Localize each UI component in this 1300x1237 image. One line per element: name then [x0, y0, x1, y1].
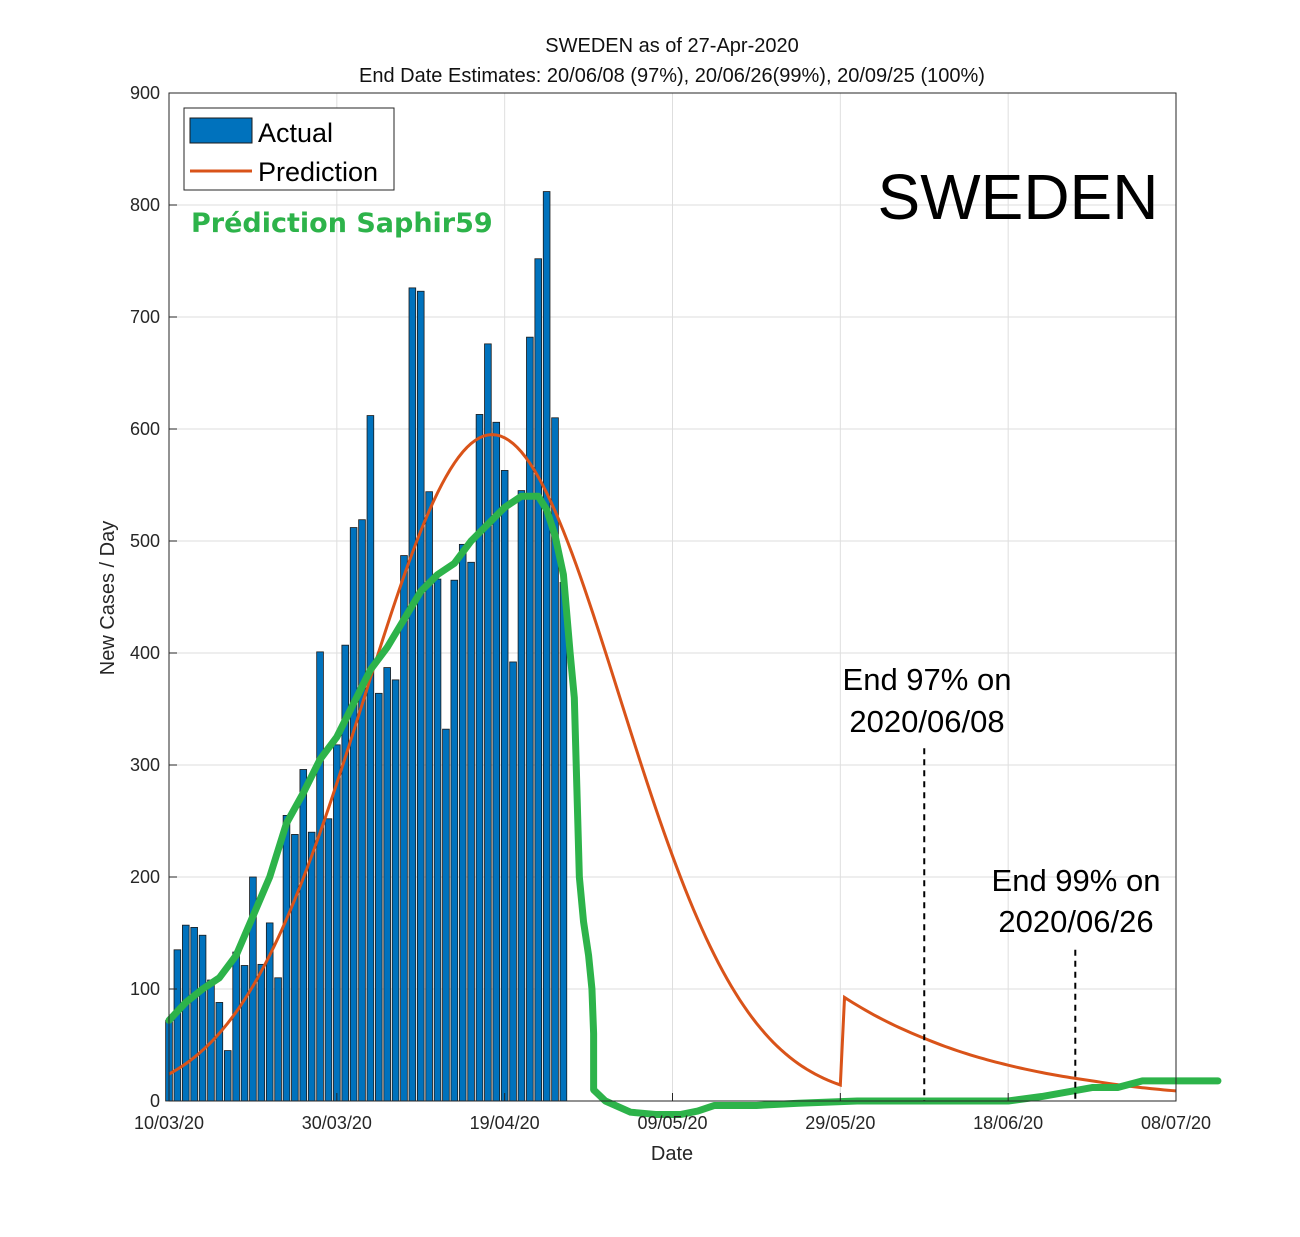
bar-actual — [408, 287, 417, 1102]
legend-label-actual: Actual — [258, 118, 333, 148]
x-axis-label: Date — [651, 1143, 693, 1165]
y-tick-label: 500 — [130, 531, 160, 551]
bar-actual — [215, 1002, 224, 1102]
bar-actual — [442, 728, 450, 1102]
country-label: SWEDEN — [878, 161, 1159, 233]
bar-series-actual — [165, 191, 568, 1102]
bar-actual — [291, 834, 299, 1102]
y-axis-ticks: 0 100 200 300 400 500 600 700 800 900 — [130, 83, 177, 1111]
bar-actual — [500, 470, 509, 1102]
bar-actual — [257, 963, 266, 1102]
x-tick-label: 29/05/20 — [805, 1113, 875, 1133]
x-tick-label: 09/05/20 — [637, 1113, 707, 1133]
bar-actual — [232, 951, 240, 1102]
bar-actual — [299, 769, 308, 1102]
bar-actual — [316, 651, 324, 1102]
x-tick-label: 18/06/20 — [973, 1113, 1043, 1133]
bar-actual — [400, 555, 408, 1102]
y-tick-label: 100 — [130, 979, 160, 999]
bar-actual — [475, 414, 484, 1102]
y-tick-label: 800 — [130, 195, 160, 215]
bar-actual — [375, 692, 383, 1102]
bar-actual — [517, 490, 526, 1102]
y-tick-label: 200 — [130, 867, 160, 887]
x-axis-ticks: 10/03/20 30/03/20 19/04/20 09/05/20 29/05/20… — [134, 1093, 1211, 1133]
bar-actual — [173, 949, 182, 1102]
bar-actual — [307, 831, 316, 1102]
bar-actual — [542, 191, 551, 1102]
annotation-99-line1: End 99% on — [992, 863, 1161, 898]
bar-actual — [366, 415, 375, 1102]
bar-actual — [534, 258, 542, 1102]
bar-actual — [324, 818, 333, 1102]
bar-actual — [467, 561, 475, 1102]
bar-actual — [358, 519, 366, 1102]
bar-actual — [282, 815, 291, 1102]
bar-actual — [349, 527, 358, 1102]
prediction-line — [168, 433, 1177, 1093]
bar-actual — [433, 578, 442, 1102]
bar-actual — [391, 679, 400, 1102]
legend: Actual Prediction — [183, 107, 395, 191]
y-tick-label: 900 — [130, 83, 160, 103]
x-tick-label: 30/03/20 — [302, 1113, 372, 1133]
y-tick-label: 0 — [150, 1091, 160, 1111]
y-tick-label: 400 — [130, 643, 160, 663]
chart-subtitle: End Date Estimates: 20/06/08 (97%), 20/0… — [359, 65, 985, 87]
bar-actual — [223, 1050, 232, 1102]
legend-swatch-actual — [189, 117, 253, 144]
bar-actual — [509, 661, 517, 1102]
bar-actual — [182, 924, 190, 1102]
bar-actual — [416, 290, 425, 1102]
legend-label-prediction: Prediction — [258, 157, 378, 187]
bar-actual — [458, 543, 467, 1102]
bar-actual — [383, 667, 391, 1102]
annotation-97-line2: 2020/06/08 — [849, 704, 1004, 739]
y-tick-label: 700 — [130, 307, 160, 327]
saphir59-label: Prédiction Saphir59 — [191, 208, 493, 239]
y-tick-label: 300 — [130, 755, 160, 775]
bar-actual — [559, 582, 568, 1102]
annotation-lines — [923, 748, 1077, 1101]
bar-actual — [333, 744, 341, 1102]
x-tick-label: 08/07/20 — [1141, 1113, 1211, 1133]
chart-title: SWEDEN as of 27-Apr-2020 — [545, 35, 798, 57]
x-tick-label: 19/04/20 — [470, 1113, 540, 1133]
annotation-99-line2: 2020/06/26 — [998, 904, 1153, 939]
x-tick-label: 10/03/20 — [134, 1113, 204, 1133]
bar-actual — [190, 927, 198, 1102]
y-axis-label: New Cases / Day — [97, 521, 119, 676]
bar-actual — [240, 965, 249, 1102]
bar-actual — [526, 336, 534, 1102]
bar-actual — [450, 579, 459, 1102]
annotation-97-line1: End 97% on — [843, 662, 1012, 697]
y-tick-label: 600 — [130, 419, 160, 439]
bar-actual — [492, 421, 501, 1102]
bar-actual — [274, 977, 282, 1102]
bar-actual — [484, 343, 492, 1102]
bar-actual — [198, 934, 207, 1102]
